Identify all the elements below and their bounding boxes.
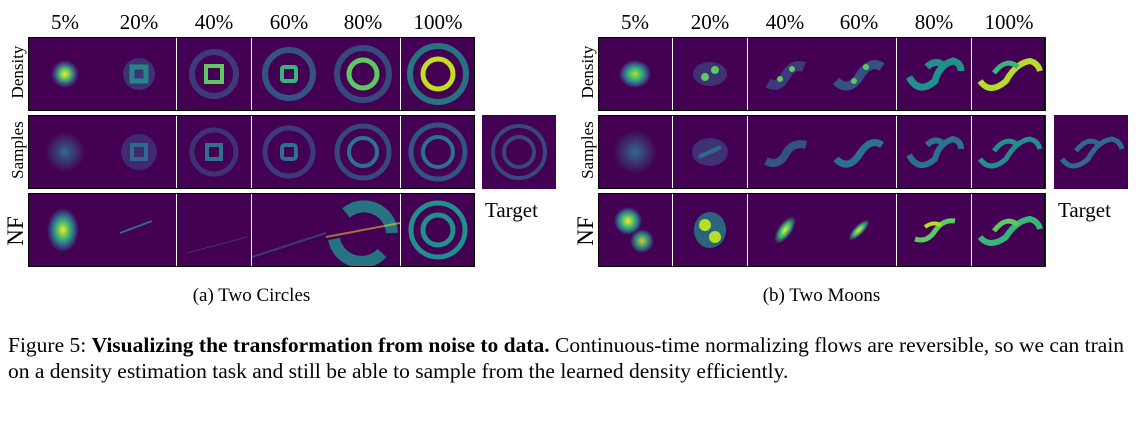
nf-tile-5 <box>28 193 102 267</box>
samples-tile-100 <box>972 115 1046 189</box>
figure-label: Figure 5: <box>8 333 87 357</box>
panel-caption-moons: (b) Two Moons <box>762 285 881 306</box>
panel-caption-circles: (a) Two Circles <box>192 285 311 306</box>
density-tile-60 <box>252 37 326 111</box>
figure-caption: Figure 5: Visualizing the transformation… <box>8 332 1133 384</box>
samples-tile-5 <box>598 115 672 189</box>
target-tile-moons <box>1054 115 1128 189</box>
density-tile-40 <box>177 37 251 111</box>
samples-tile-20 <box>102 115 176 189</box>
density-tile-80 <box>897 37 971 111</box>
row-label-nf: NF <box>3 216 28 246</box>
nf-tile-20 <box>102 193 176 267</box>
column-header: 5% <box>621 10 649 34</box>
nf-tile-5 <box>598 193 672 267</box>
target-label: Target <box>1058 198 1111 222</box>
density-tile-40 <box>748 37 822 111</box>
samples-tile-20 <box>673 115 747 189</box>
column-header: 20% <box>690 10 730 34</box>
samples-tile-60 <box>822 115 896 189</box>
column-header: 80% <box>914 10 954 34</box>
column-header: 60% <box>839 10 879 34</box>
nf-tile-80 <box>897 193 971 267</box>
density-tile-100 <box>972 37 1046 111</box>
density-tile-20 <box>102 37 176 111</box>
row-label-density: Density <box>578 45 597 99</box>
samples-tile-60 <box>252 115 326 189</box>
column-header: 40% <box>194 10 234 34</box>
column-header: 40% <box>765 10 805 34</box>
nf-tile-100 <box>401 193 475 267</box>
column-header: 20% <box>119 10 159 34</box>
column-header: 100% <box>984 10 1034 34</box>
nf-tile-60 <box>252 193 326 267</box>
density-tile-20 <box>673 37 747 111</box>
row-label-density: Density <box>8 45 27 99</box>
row-label-samples: Samples <box>8 121 27 179</box>
samples-tile-5 <box>28 115 102 189</box>
density-tile-100 <box>401 37 475 111</box>
samples-tile-40 <box>177 115 251 189</box>
nf-tile-60 <box>822 193 896 267</box>
samples-tile-40 <box>748 115 822 189</box>
target-tile-circles <box>482 115 556 189</box>
nf-tile-20 <box>673 193 747 267</box>
samples-tile-80 <box>326 115 400 189</box>
figure-text: Continuous-time normalizing flows are re… <box>8 333 1125 383</box>
row-label-samples: Samples <box>578 121 597 179</box>
density-tile-5 <box>28 37 102 111</box>
nf-tile-40 <box>748 193 822 267</box>
density-tile-5 <box>598 37 672 111</box>
target-label: Target <box>485 198 538 222</box>
nf-tile-100 <box>972 193 1046 267</box>
column-header: 80% <box>343 10 383 34</box>
samples-tile-80 <box>897 115 971 189</box>
nf-tile-40 <box>177 193 251 267</box>
samples-tile-100 <box>401 115 475 189</box>
density-tile-80 <box>326 37 400 111</box>
row-label-nf: NF <box>573 216 598 246</box>
density-tile-60 <box>822 37 896 111</box>
column-header: 5% <box>51 10 79 34</box>
nf-tile-80 <box>326 193 400 267</box>
column-header: 100% <box>413 10 463 34</box>
column-header: 60% <box>269 10 309 34</box>
figure-title: Visualizing the transformation from nois… <box>91 333 550 357</box>
